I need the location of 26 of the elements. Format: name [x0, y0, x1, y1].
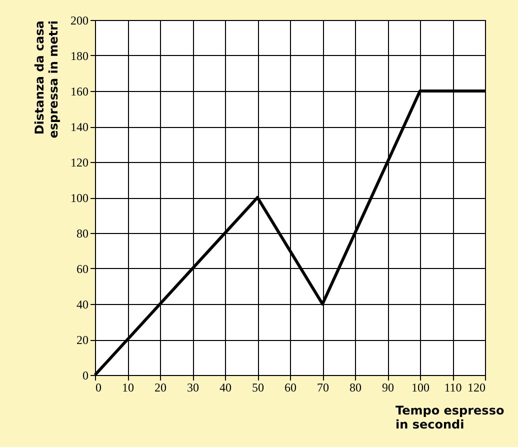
x-tick-label: 90: [382, 380, 394, 394]
x-tick-label: 40: [220, 380, 232, 394]
y-tick-label: 60: [76, 262, 88, 276]
x-tick-label: 70: [317, 380, 329, 394]
x-axis-title: Tempo espresso in secondi: [396, 404, 504, 432]
y-axis-title: Distanza da casa espressa in metri: [32, 20, 60, 138]
x-tick-label: 30: [187, 380, 199, 394]
x-tick-label: 110: [444, 380, 462, 394]
x-tick-label: 60: [284, 380, 296, 394]
x-tick-label: 100: [412, 380, 430, 394]
y-tick-label: 200: [70, 14, 88, 28]
y-tick-label: 80: [76, 226, 88, 240]
y-tick-label: 100: [70, 191, 88, 205]
y-tick-label: 180: [70, 49, 88, 63]
x-tick-label: 50: [252, 380, 264, 394]
y-tick-label: 20: [76, 333, 88, 347]
y-tick-label: 140: [70, 120, 88, 134]
y-tick-label: 120: [70, 156, 88, 170]
x-tick-label: 10: [122, 380, 134, 394]
x-tick-label: 120: [468, 380, 486, 394]
x-tick-label: 80: [350, 380, 362, 394]
x-tick-label: 0: [96, 380, 102, 394]
y-tick-label: 160: [70, 84, 88, 98]
x-tick-label: 20: [154, 380, 166, 394]
y-tick-label: 40: [76, 298, 88, 312]
y-tick-label: 0: [82, 368, 88, 382]
